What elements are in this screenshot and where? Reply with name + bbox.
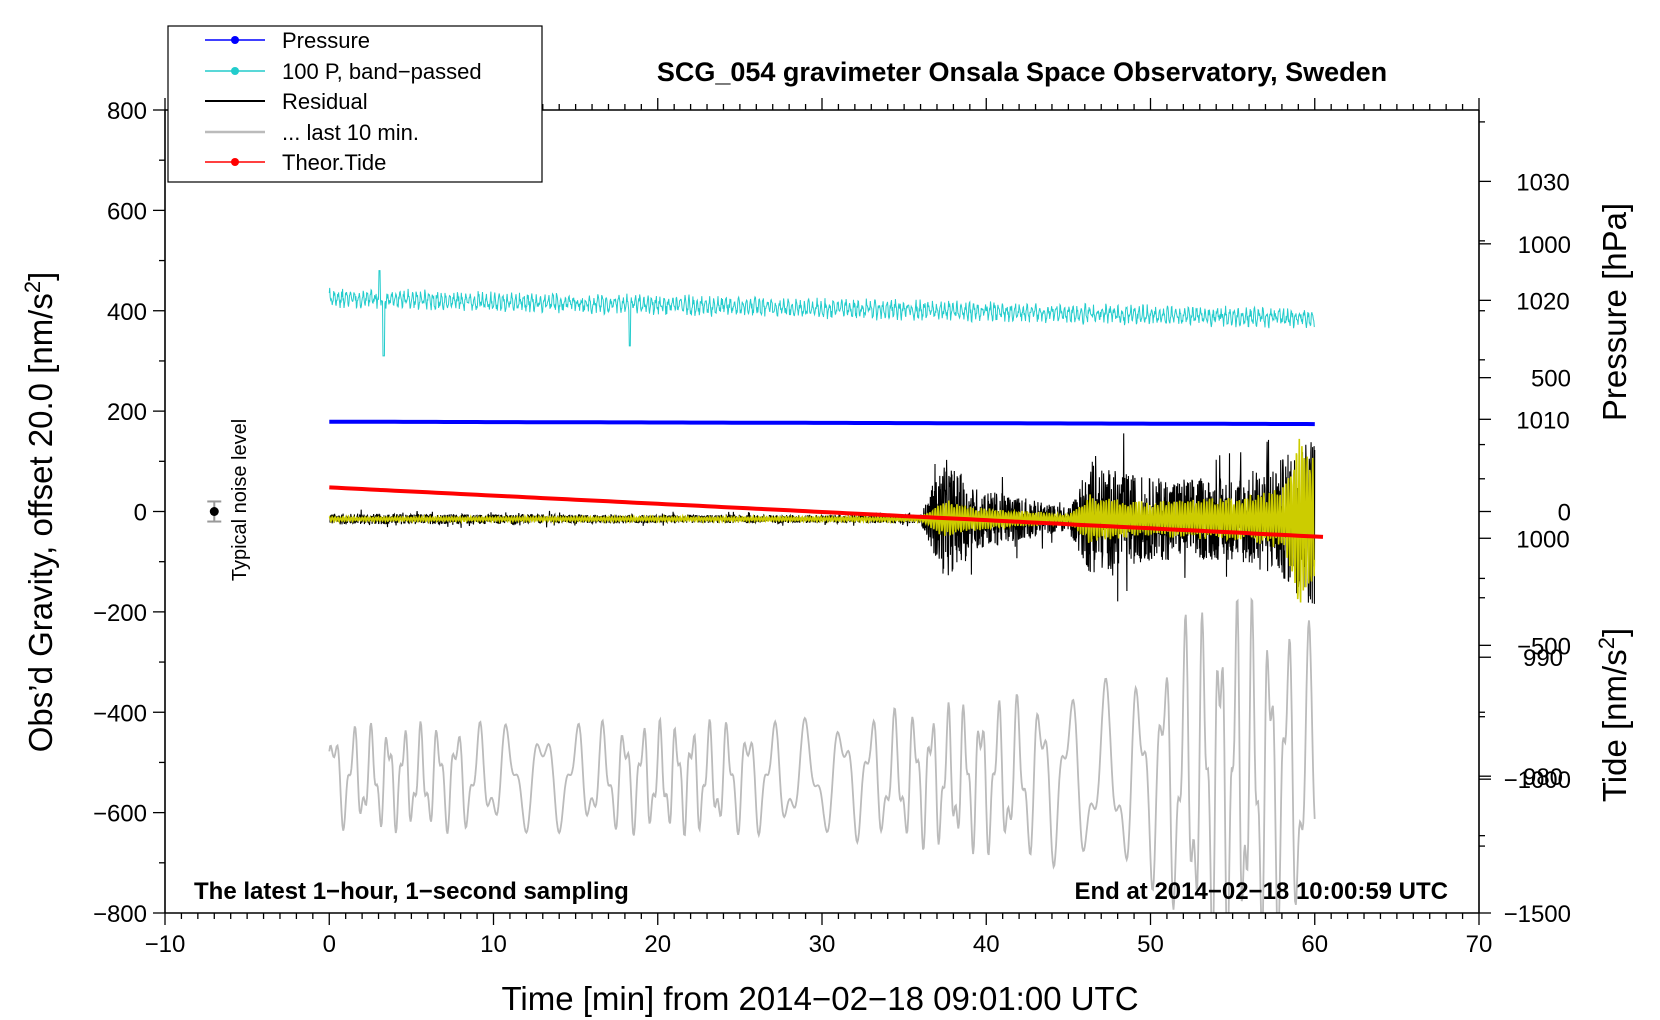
chart-title: SCG_054 gravimeter Onsala Space Observat… [657,57,1387,87]
y-axis-title-text: Obs’d Gravity, offset 20.0 [nm/s [22,293,59,752]
legend-item-last-10-min: ... last 10 min. [205,120,419,145]
y-tick-label: −800 [93,901,147,928]
tide-tick-label: −500 [1517,633,1571,660]
y-tick-label: 800 [107,98,147,125]
pressure-tick-label: 1020 [1516,288,1569,315]
tide-tick-label: 1000 [1518,232,1571,259]
y-tick-label: −200 [93,600,147,627]
legend-label-last-10-min: ... last 10 min. [282,120,419,145]
y-tick-label: 400 [107,299,147,326]
noise-level-marker [207,500,222,523]
legend-item-residual: Residual [205,89,368,114]
y-axis-title-sup: 2 [20,281,45,293]
x-tick-label: −10 [145,931,186,958]
legend-item-band-passed: 100 P, band−passed [205,59,482,84]
legend: Pressure 100 P, band−passed Residual ...… [167,25,543,183]
legend-label-band-passed: 100 P, band−passed [282,59,482,84]
pressure-tick-label: 1030 [1516,169,1569,196]
plot-area [328,270,1324,913]
y-tick-label: 600 [107,198,147,225]
series-theor-tide [329,485,1324,539]
y-axis-title-end: ] [22,272,59,281]
legend-box [167,25,543,183]
pressure-tick-label: 990 [1523,645,1563,672]
legend-marker-band-passed [231,67,239,75]
y-tick-label: −400 [93,700,147,727]
end-time-annotation: End at 2014−02−18 10:00:59 UTC [1074,878,1448,905]
noise-level-point [209,507,219,516]
series-residual-filtered [328,438,1316,603]
tide-tick-label: −1500 [1504,901,1571,928]
legend-label-pressure: Pressure [282,28,370,53]
tide-tick-label: 500 [1531,366,1571,393]
x-tick-label: 70 [1466,931,1493,958]
series-layer [328,270,1324,913]
x-tick-label: 30 [809,931,836,958]
y-axis-title: Obs’d Gravity, offset 20.0 [nm/s2] [20,272,59,753]
tide-axis-title: Tide [nm/s2] [1594,628,1633,802]
pressure-tick-label: 980 [1523,764,1563,791]
tide-axis-title-sup: 2 [1594,637,1619,649]
ticks-layer: −10 0 10 20 30 40 50 60 70−800−600−400−200020040… [93,98,1571,958]
pressure-axis-title: Pressure [hPa] [1596,203,1633,421]
legend-item-pressure: Pressure [205,28,370,53]
x-tick-label: 60 [1301,931,1328,958]
legend-item-theor-tide: Theor.Tide [205,150,386,175]
series-pressure [329,419,1315,427]
x-tick-label: 40 [973,931,1000,958]
noise-level-label: Typical noise level [229,419,251,581]
legend-marker-pressure [231,36,239,44]
x-axis-title: Time [min] from 2014−02−18 09:01:00 UTC [501,980,1138,1017]
x-tick-label: 20 [644,931,671,958]
x-tick-label: 0 [323,931,336,958]
legend-label-theor-tide: Theor.Tide [282,150,386,175]
y-tick-label: 200 [107,399,147,426]
legend-marker-theor-tide [231,158,239,166]
y-tick-label: 0 [134,500,147,527]
tide-axis-title-end: ] [1596,628,1633,637]
tide-tick-label: 0 [1558,500,1571,527]
tide-axis-title-text: Tide [nm/s [1596,649,1633,802]
y-tick-label: −600 [93,801,147,828]
legend-label-residual: Residual [282,89,368,114]
series-last-10-min [328,597,1316,913]
x-tick-label: 10 [480,931,507,958]
sampling-annotation: The latest 1−hour, 1−second sampling [194,878,629,905]
series-band-passed [328,270,1315,357]
x-tick-label: 50 [1137,931,1164,958]
pressure-tick-label: 1010 [1516,407,1569,434]
pressure-tick-label: 1000 [1516,526,1569,553]
tide-tick-label: −1000 [1504,767,1571,794]
